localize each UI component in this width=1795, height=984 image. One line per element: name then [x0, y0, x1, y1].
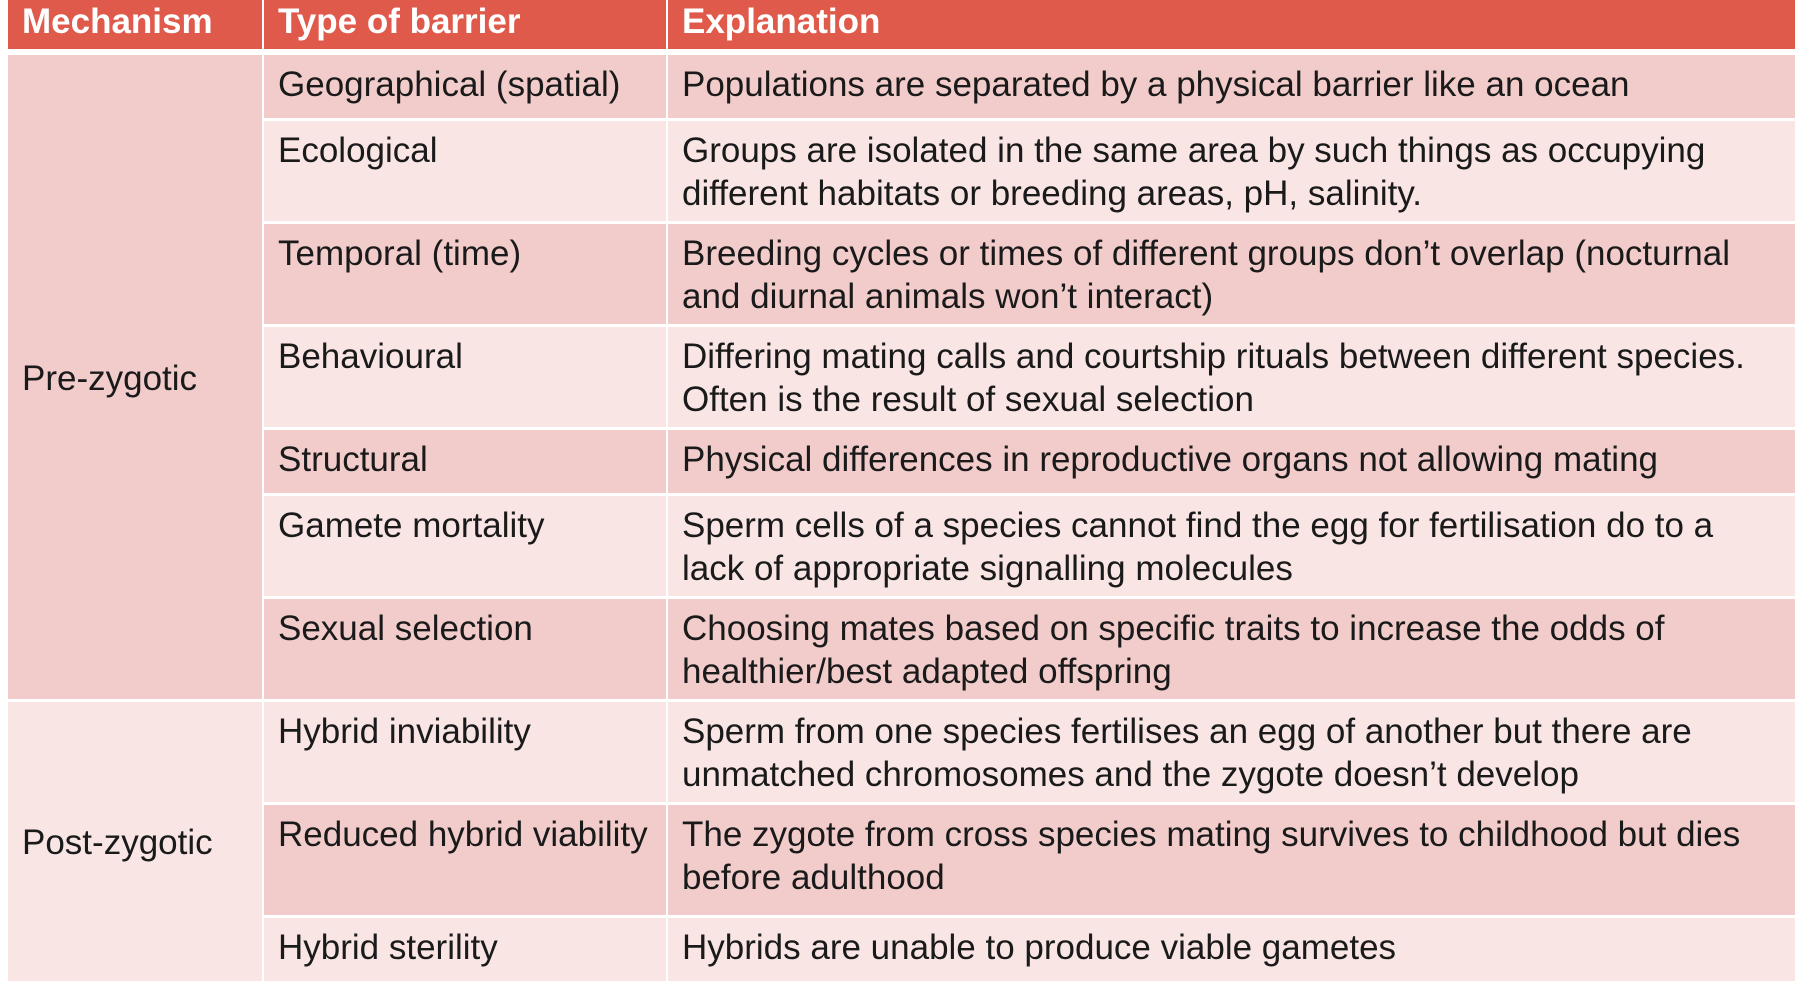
barrier-explanation: Sperm from one species fertilises an egg…	[668, 702, 1795, 805]
table-header-row: Mechanism Type of barrier Explanation	[8, 0, 1795, 55]
barrier-type: Temporal (time)	[264, 224, 668, 327]
barrier-explanation: Sperm cells of a species cannot find the…	[668, 496, 1795, 599]
barrier-explanation: The zygote from cross species mating sur…	[668, 805, 1795, 918]
barrier-type: Gamete mortality	[264, 496, 668, 599]
barrier-explanation: Breeding cycles or times of different gr…	[668, 224, 1795, 327]
table-body: Pre-zygotic Geographical (spatial) Popul…	[8, 55, 1795, 984]
header-type-of-barrier: Type of barrier	[264, 0, 668, 55]
table-row: Sexual selection Choosing mates based on…	[8, 599, 1795, 702]
header-mechanism: Mechanism	[8, 0, 264, 55]
barrier-explanation: Groups are isolated in the same area by …	[668, 121, 1795, 224]
barrier-type: Ecological	[264, 121, 668, 224]
table-row: Ecological Groups are isolated in the sa…	[8, 121, 1795, 224]
table-row: Pre-zygotic Geographical (spatial) Popul…	[8, 55, 1795, 702]
barrier-type: Hybrid sterility	[264, 918, 668, 984]
barrier-type: Structural	[264, 430, 668, 496]
barrier-type: Hybrid inviability	[264, 702, 668, 805]
barrier-type: Sexual selection	[264, 599, 668, 702]
barrier-type: Behavioural	[264, 327, 668, 430]
barrier-explanation: Hybrids are unable to produce viable gam…	[668, 918, 1795, 984]
header-explanation: Explanation	[668, 0, 1795, 55]
barrier-type: Reduced hybrid viability	[264, 805, 668, 918]
barrier-explanation: Differing mating calls and courtship rit…	[668, 327, 1795, 430]
table-row: Behavioural Differing mating calls and c…	[8, 327, 1795, 430]
barrier-table-container: Mechanism Type of barrier Explanation Pr…	[8, 0, 1795, 984]
barrier-explanation: Choosing mates based on specific traits …	[668, 599, 1795, 702]
mechanism-post-zygotic: Post-zygotic	[8, 702, 264, 984]
mechanism-pre-zygotic: Pre-zygotic	[8, 55, 264, 702]
table-row: Hybrid sterility Hybrids are unable to p…	[8, 918, 1795, 984]
reproductive-isolation-table: Mechanism Type of barrier Explanation Pr…	[8, 0, 1795, 984]
table-row: Temporal (time) Breeding cycles or times…	[8, 224, 1795, 327]
table-row: Post-zygotic Hybrid inviability Sperm fr…	[8, 702, 1795, 984]
table-row: Gamete mortality Sperm cells of a specie…	[8, 496, 1795, 599]
barrier-explanation: Physical differences in reproductive org…	[668, 430, 1795, 496]
table-row: Structural Physical differences in repro…	[8, 430, 1795, 496]
table-row: Reduced hybrid viability The zygote from…	[8, 805, 1795, 918]
barrier-type: Geographical (spatial)	[264, 55, 668, 121]
barrier-explanation: Populations are separated by a physical …	[668, 55, 1795, 121]
